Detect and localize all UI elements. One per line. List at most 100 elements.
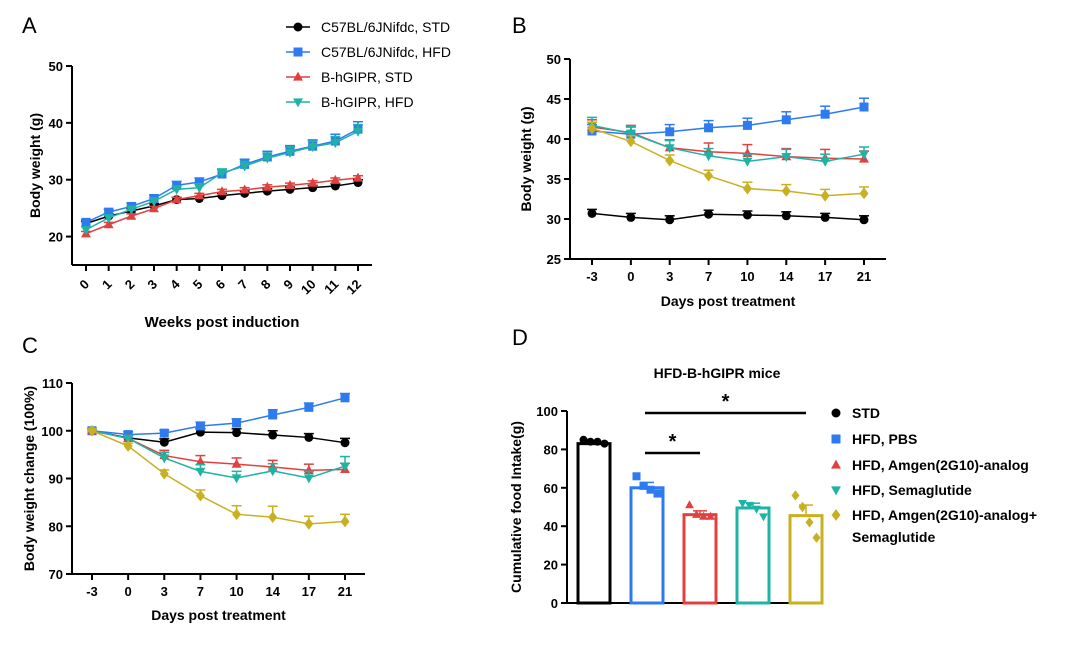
individual-point (685, 500, 694, 509)
series-2 (81, 172, 363, 238)
y-axis-title: Body weight change (100%) (21, 386, 37, 571)
y-tick-label: 20 (544, 558, 558, 573)
legend-marker (293, 22, 303, 32)
data-point (304, 402, 314, 412)
legend-marker (293, 71, 303, 81)
panel-letter: D (512, 325, 528, 350)
legend-item: HFD, PBS (831, 431, 917, 447)
data-point (159, 428, 169, 438)
y-tick-label: 0 (551, 596, 558, 611)
line-chart-C: 70 80 90 100 110 -3 0 3 7 10 14 17 21 Days post treat… (21, 376, 365, 623)
individual-point (632, 472, 641, 481)
significance-star: * (669, 431, 677, 453)
y-tick-label: 80 (49, 519, 63, 534)
y-tick-label: 25 (547, 252, 561, 267)
x-tick-label: -3 (86, 584, 98, 599)
y-tick-label: 50 (49, 59, 63, 74)
data-point (268, 511, 278, 524)
data-point (239, 184, 250, 194)
individual-point (579, 435, 588, 444)
y-tick-label: 40 (544, 519, 558, 534)
legend-label: HFD, PBS (852, 431, 917, 447)
bar-chart-D: HFD-B-hGIPR mice 0 20 40 60 80 100 Cumulative f… (508, 365, 1037, 611)
data-point (353, 172, 363, 182)
data-point (123, 434, 134, 444)
individual-point (752, 505, 761, 514)
panel-letter: A (22, 13, 37, 38)
individual-point (586, 437, 595, 446)
x-tick-label: 11 (321, 277, 341, 297)
y-tick-label: 40 (547, 132, 561, 147)
x-axis-title: Weeks post induction (145, 314, 300, 331)
data-point (217, 169, 227, 179)
data-point (195, 467, 206, 477)
y-tick-label: 35 (547, 172, 561, 187)
data-point (262, 181, 273, 191)
data-point (340, 515, 350, 528)
series-line (591, 124, 865, 163)
data-point (217, 186, 227, 196)
legend-item: C57BL/6JNifdc, HFD (286, 44, 451, 60)
data-point (231, 458, 242, 468)
data-point (820, 212, 830, 222)
data-point (330, 174, 341, 184)
individual-point (653, 489, 662, 498)
data-point (340, 462, 350, 472)
legend-D: STD HFD, PBS HFD, Amgen(2G10)-analog HFD, S… (831, 405, 1037, 545)
data-point (231, 474, 242, 484)
x-tick-label: 1 (99, 277, 115, 293)
data-point (285, 148, 295, 158)
y-tick-label: 90 (49, 472, 63, 487)
legend-item: HFD, Semaglutide (831, 482, 972, 498)
legend-item: STD (831, 405, 880, 421)
individual-point (692, 509, 701, 518)
data-point (171, 185, 182, 195)
data-point (103, 219, 114, 229)
data-point (781, 211, 791, 221)
data-point (820, 109, 830, 119)
data-point (859, 150, 869, 160)
data-point (304, 432, 314, 442)
data-point (195, 421, 205, 431)
data-point (194, 190, 205, 200)
bar-group-4 (788, 490, 824, 605)
series-4 (587, 121, 869, 202)
data-point (820, 189, 830, 202)
data-point (194, 184, 205, 194)
series-3 (587, 116, 869, 167)
x-tick-label: 2 (122, 277, 138, 293)
legend-label: B-hGIPR, HFD (321, 94, 414, 110)
series-4 (87, 424, 350, 530)
y-tick-label: 30 (547, 212, 561, 227)
series-line (591, 127, 865, 197)
legend-marker (831, 509, 841, 521)
bar-group-0 (576, 435, 612, 605)
x-tick-label: 3 (666, 269, 673, 284)
data-point (781, 115, 791, 125)
data-point (587, 208, 597, 218)
bar (788, 514, 824, 605)
x-tick-label: 10 (740, 269, 754, 284)
data-point (665, 127, 675, 137)
x-tick-label: 7 (235, 277, 251, 293)
data-point (742, 182, 752, 195)
legend-label: C57BL/6JNifdc, STD (321, 19, 450, 35)
data-point (268, 430, 278, 440)
individual-point (812, 532, 821, 543)
x-tick-label: 14 (779, 269, 794, 284)
significance-bracket: * (645, 431, 700, 455)
panel-letter: B (512, 13, 527, 38)
y-tick-label: 40 (49, 116, 63, 131)
data-point (587, 122, 597, 135)
data-point (126, 205, 137, 215)
data-point (239, 162, 250, 172)
x-tick-label: 3 (144, 277, 160, 293)
data-point (104, 207, 114, 217)
data-point (859, 187, 869, 200)
x-tick-label: 8 (258, 277, 274, 293)
data-point (704, 169, 714, 182)
y-tick-label: 100 (41, 424, 63, 439)
data-point (742, 157, 753, 167)
data-point (159, 454, 170, 464)
individual-point (706, 511, 715, 520)
